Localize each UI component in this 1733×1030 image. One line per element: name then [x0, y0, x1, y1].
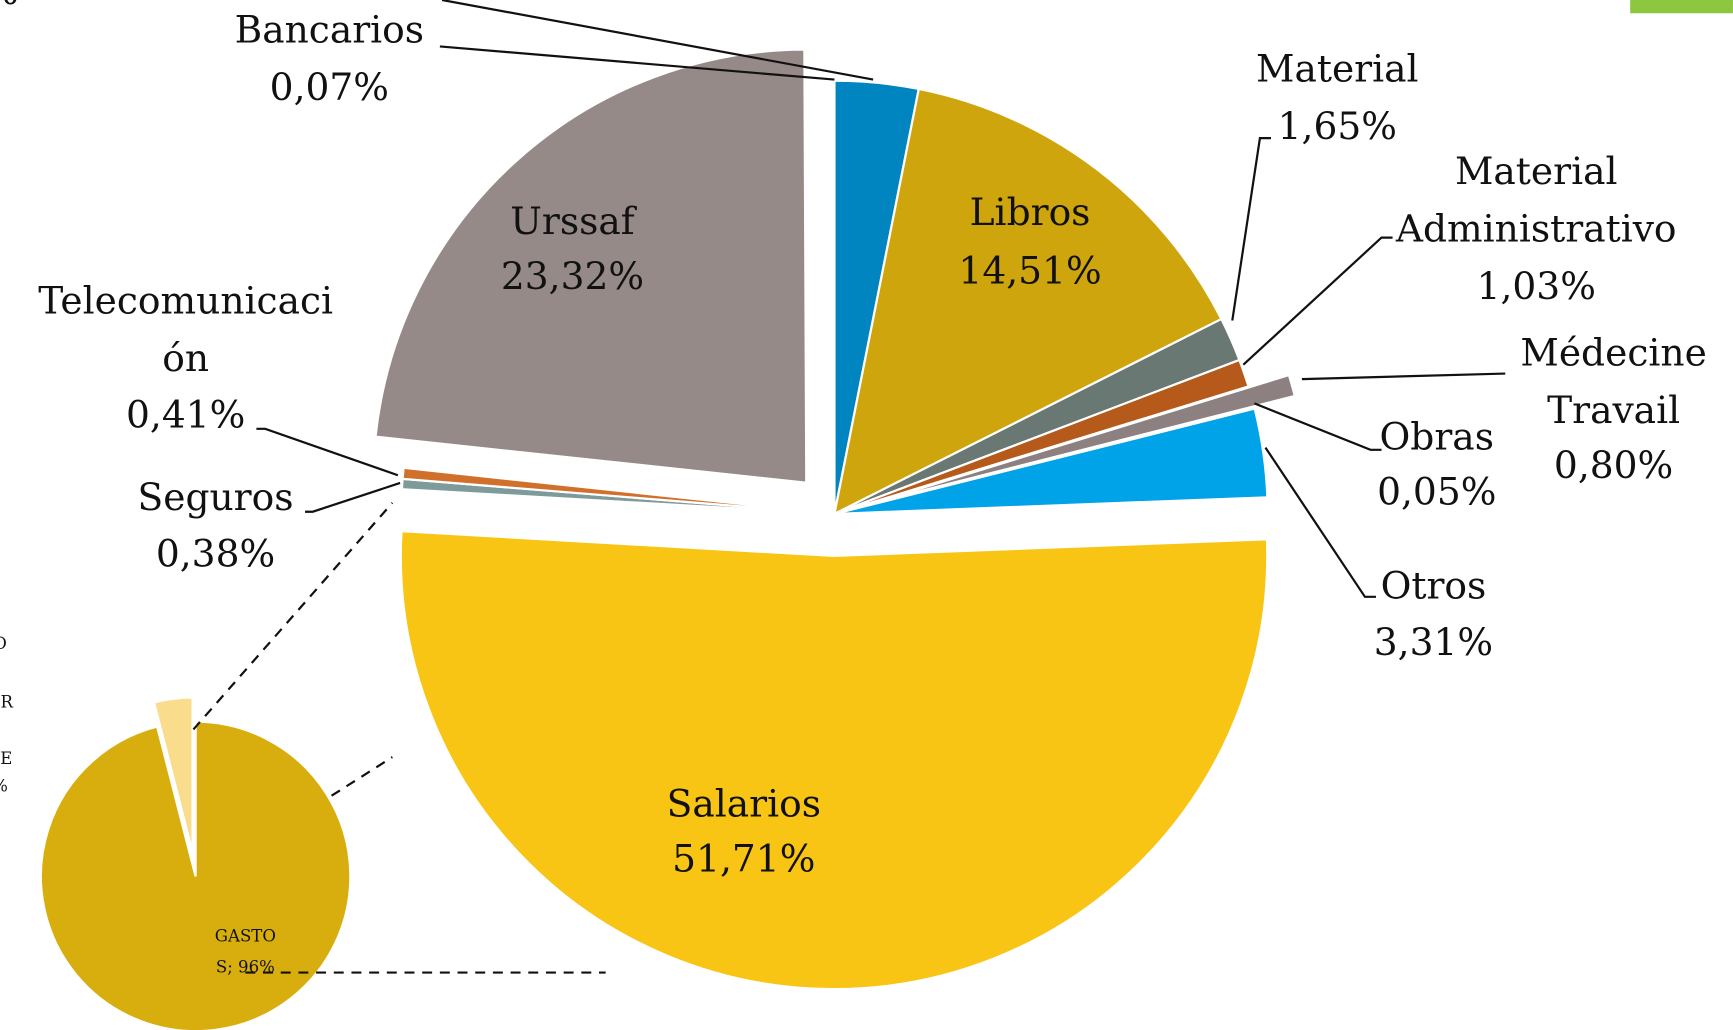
leader-line	[1264, 446, 1376, 598]
slice-label: Obras	[1380, 414, 1494, 458]
pie-slice	[401, 466, 835, 516]
slice-label: S; 96%	[216, 958, 275, 977]
connector-line	[192, 502, 394, 731]
pie-slice	[831, 79, 836, 514]
slice-label: Telecomunicaci	[38, 278, 333, 322]
slice-label: Bancarios	[235, 8, 424, 52]
annotation: OR	[0, 692, 14, 711]
value-label: 0,41%	[126, 392, 245, 436]
value-label: 3,13%	[0, 0, 19, 13]
leader-line	[1231, 137, 1271, 321]
corner-accent	[1630, 0, 1733, 14]
value-label: 3,31%	[1374, 620, 1493, 664]
value-label: 0,07%	[270, 65, 389, 109]
pies	[39, 48, 1297, 1030]
leader-line	[1253, 402, 1382, 451]
value-label: 0,05%	[1377, 470, 1496, 514]
leader-line	[439, 45, 835, 81]
leader-line	[256, 427, 399, 477]
annotation: O	[0, 634, 7, 653]
pie-slice	[152, 696, 194, 853]
slice-label: Travail	[1547, 388, 1680, 432]
slice-label: GASTO	[215, 927, 276, 946]
leader-lines	[192, 0, 1506, 974]
slice-label: Material	[1256, 46, 1419, 90]
slice-label: Salarios	[667, 781, 821, 825]
slice-label: Urssaf	[510, 199, 638, 243]
leader-line	[441, 0, 874, 81]
pie-slice	[832, 87, 1223, 516]
value-label: 0,38%	[156, 532, 275, 576]
connector-line	[330, 756, 393, 797]
slice-label: Seguros	[137, 475, 293, 519]
pie-slice	[874, 373, 1297, 504]
pie-slice	[374, 48, 808, 484]
leader-line	[1242, 236, 1393, 366]
slice-label: Libros	[970, 190, 1091, 234]
annotation: %	[0, 776, 8, 795]
annotation: CE	[0, 749, 12, 768]
value-label: 1,65%	[1278, 104, 1397, 148]
pie-slice	[39, 720, 352, 1030]
slice-label: Administrativo	[1395, 207, 1677, 251]
leader-line	[1301, 372, 1506, 381]
value-label: 0,80%	[1554, 443, 1673, 487]
value-label: 51,71%	[672, 837, 815, 881]
slice-label: Médecine	[1520, 330, 1706, 374]
pie-slice	[834, 407, 1269, 516]
pie-slice	[399, 530, 1269, 991]
slice-label: Otros	[1381, 564, 1487, 608]
slice-label: Material	[1455, 149, 1618, 193]
leader-line	[305, 481, 401, 513]
value-label: 1,03%	[1477, 264, 1596, 308]
value-label: 14,51%	[958, 249, 1101, 293]
value-label: 23,32%	[501, 254, 644, 298]
slice-label: ón	[162, 336, 209, 380]
